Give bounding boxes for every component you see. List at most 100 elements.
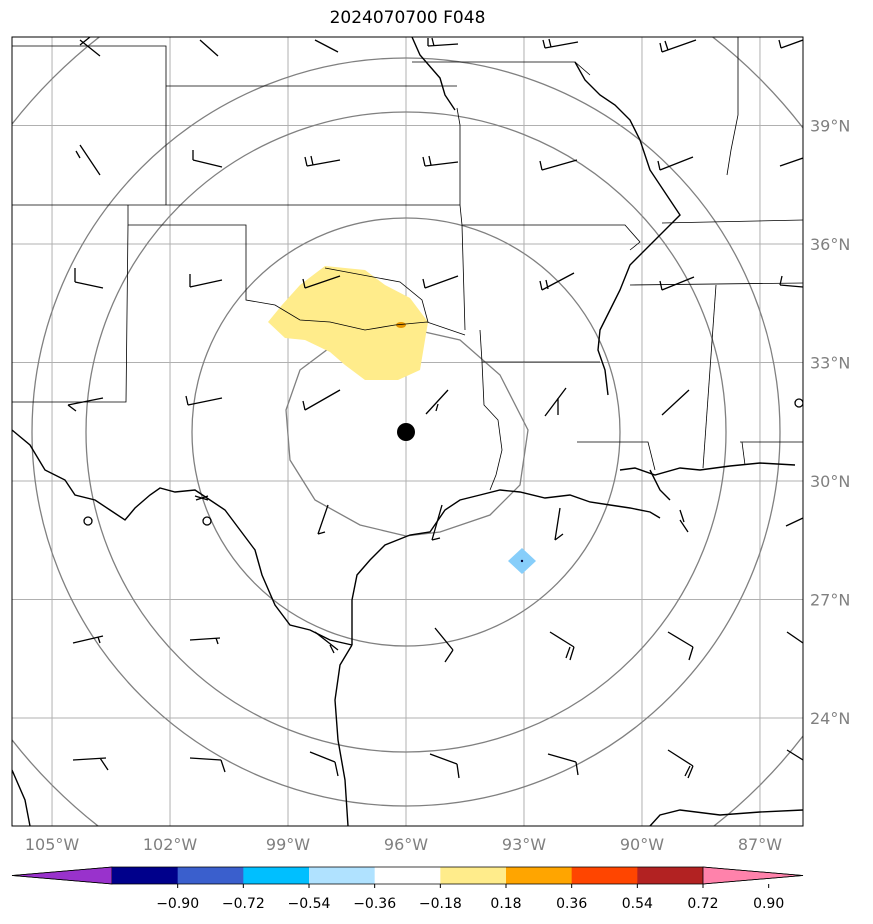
- state-borders: [12, 37, 803, 491]
- colorbar-segment: [177, 867, 244, 884]
- positive-anomaly-area: [268, 266, 428, 380]
- wind-barb: [185, 395, 223, 406]
- colorbar-segment: [506, 867, 573, 884]
- wind-barb: [659, 276, 695, 291]
- wind-barb: [778, 39, 803, 49]
- colorbar-label: 0.90: [753, 896, 784, 912]
- wind-barb: [189, 637, 221, 645]
- wind-barb: [429, 753, 460, 779]
- wind-barb: [74, 268, 104, 289]
- wind-barb: [425, 389, 449, 415]
- wind-barb: [547, 753, 579, 776]
- wind-barb: [79, 37, 101, 57]
- wind-barb: [431, 504, 443, 541]
- wind-barb: [304, 155, 341, 167]
- wind-barb: [422, 155, 459, 167]
- wind-barb: [199, 39, 219, 57]
- colorbar-outline: [11, 866, 804, 885]
- wind-barb: [314, 631, 339, 654]
- wind-barb: [779, 275, 803, 288]
- colorbar-segment: [637, 867, 704, 884]
- colorbar-label: −0.72: [222, 896, 265, 912]
- lon-tick-label: 105°W: [25, 835, 80, 854]
- wind-barb: [309, 751, 339, 777]
- wind-barb: [779, 157, 803, 167]
- wind-barb: [539, 272, 575, 291]
- colorbar-label: −0.18: [419, 896, 462, 912]
- wind-barb: [75, 144, 101, 176]
- wind-barb: [427, 37, 459, 47]
- colorbar-segment: [374, 867, 441, 884]
- center-marker: [397, 423, 415, 441]
- wind-barb: [67, 397, 104, 412]
- lat-tick-label: 27°N: [810, 591, 850, 610]
- wind-barb: [679, 509, 689, 533]
- wind-barb: [659, 39, 697, 53]
- anomaly-fills: [268, 266, 536, 574]
- wind-barb: [544, 387, 567, 417]
- lon-tick-label: 90°W: [620, 835, 664, 854]
- colorbar-label: 0.18: [490, 896, 521, 912]
- colorbar-extend-min: [11, 866, 113, 885]
- calm-wind-circle: [202, 516, 212, 526]
- colorbar-label: 0.72: [687, 896, 718, 912]
- wind-barb: [192, 150, 223, 168]
- wind-barb: [549, 631, 575, 661]
- wind-barb: [317, 504, 329, 535]
- wind-barb: [189, 274, 223, 288]
- range-ring-3: [85, 111, 727, 753]
- lon-tick-label: 93°W: [502, 835, 546, 854]
- wind-barb: [786, 631, 803, 644]
- lon-tick-label: 102°W: [143, 835, 198, 854]
- lon-tick-label: 99°W: [266, 835, 310, 854]
- lon-tick-label: 87°W: [738, 835, 782, 854]
- wind-barb: [657, 156, 694, 171]
- wind-barb: [194, 495, 209, 501]
- wind-barb: [667, 631, 694, 661]
- wind-barb: [72, 757, 109, 771]
- colorbar-segment: [571, 867, 638, 884]
- colorbar-segment: [440, 867, 507, 884]
- lon-tick-label: 96°W: [384, 835, 428, 854]
- wind-barb: [189, 757, 226, 773]
- lat-tick-label: 36°N: [810, 235, 850, 254]
- colorbar-segment: [112, 867, 179, 884]
- lat-tick-label: 24°N: [810, 709, 850, 728]
- calm-wind-circle: [794, 398, 803, 408]
- wind-barb: [314, 39, 339, 53]
- colorbar-label: −0.90: [156, 896, 199, 912]
- wind-barb: [786, 749, 803, 761]
- colorbar-segment: [243, 867, 310, 884]
- wind-barb: [539, 159, 578, 171]
- colorbar-label: 0.36: [556, 896, 587, 912]
- lat-tick-label: 33°N: [810, 354, 850, 373]
- calm-wind-circle: [83, 516, 93, 526]
- map-frame: [11, 36, 804, 827]
- wind-barb: [542, 38, 579, 49]
- wind-barbs: [67, 37, 803, 779]
- colorbar-extend-max: [702, 866, 804, 885]
- map-title: 2024070700 F048: [329, 8, 486, 28]
- colorbar: −0.90 −0.72 −0.54 −0.36 −0.18 0.18 0.36 0.54 0.7…: [11, 866, 804, 912]
- colorbar-label: −0.36: [353, 896, 396, 912]
- wind-barb: [661, 389, 690, 416]
- lat-tick-label: 39°N: [810, 117, 850, 136]
- coastlines: [12, 37, 803, 826]
- wind-barb: [422, 275, 459, 289]
- colorbar-segment: [309, 867, 376, 884]
- wind-barb: [434, 627, 454, 663]
- negative-anomaly-dot: [520, 559, 524, 563]
- lat-tick-label: 30°N: [810, 472, 850, 491]
- wind-barb: [302, 275, 341, 289]
- range-ring-2: [191, 217, 621, 647]
- colorbar-label: −0.54: [288, 896, 331, 912]
- range-ring-4: [31, 57, 781, 807]
- wind-barb: [72, 635, 104, 644]
- wind-barb: [667, 749, 694, 779]
- wind-barb: [785, 517, 803, 527]
- wind-barb: [302, 389, 341, 411]
- positive-anomaly-core: [396, 322, 406, 328]
